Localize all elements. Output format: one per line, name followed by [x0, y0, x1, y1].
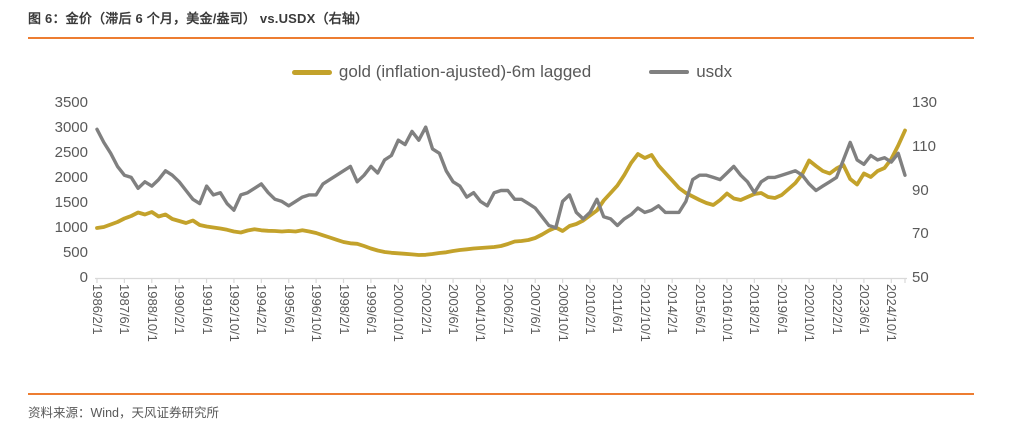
- x-axis-label: 2002/2/1: [418, 284, 434, 335]
- x-axis-label: 1987/6/1: [117, 284, 133, 335]
- y-axis-label-right: 50: [912, 269, 929, 286]
- usdx-series-line: [95, 125, 907, 230]
- legend-item-usdx: usdx: [649, 61, 732, 83]
- y-axis-label-left: 500: [62, 244, 88, 261]
- x-axis-label: 2024/10/1: [884, 284, 900, 342]
- x-axis-label: 1995/6/1: [281, 284, 297, 335]
- x-axis-label: 1999/6/1: [363, 284, 379, 335]
- x-axis-label: 1996/10/1: [309, 284, 325, 342]
- y-axis-label-right: 70: [912, 225, 929, 243]
- footer-divider: [28, 393, 974, 395]
- x-axis-label: 2010/2/1: [583, 284, 599, 335]
- y-axis-label-right: 130: [912, 94, 938, 111]
- x-axis-label: 1994/2/1: [254, 284, 270, 335]
- chart-legend: gold (inflation-ajusted)-6m lagged usdx: [0, 61, 1024, 83]
- x-axis-label: 2008/10/1: [555, 284, 571, 342]
- y-axis-label-left: 3000: [54, 119, 88, 136]
- x-axis-label: 2016/10/1: [719, 284, 735, 342]
- x-axis-label: 2003/6/1: [446, 284, 462, 335]
- y-axis-label-left: 3500: [54, 94, 88, 111]
- usdx-line-swatch-icon: [649, 70, 690, 74]
- x-axis-label: 2020/10/1: [802, 284, 818, 342]
- legend-label-usdx: usdx: [696, 62, 733, 81]
- x-axis-label: 2018/2/1: [747, 284, 763, 335]
- x-axis-label: 2000/10/1: [391, 284, 407, 342]
- x-axis-label: 2012/10/1: [637, 284, 653, 342]
- gold-series-line: [95, 128, 907, 257]
- legend-label-gold: gold (inflation-ajusted)-6m lagged: [338, 62, 592, 81]
- y-axis-label-right: 90: [912, 181, 929, 199]
- y-axis-label-left: 1500: [54, 194, 88, 211]
- x-axis-label: 2014/2/1: [665, 284, 681, 335]
- x-axis-label: 1992/10/1: [226, 284, 242, 342]
- x-axis-label: 1991/6/1: [199, 284, 215, 335]
- y-axis-label-left: 2500: [54, 144, 88, 161]
- figure-title: 图 6：金价（滞后 6 个月，美金/盎司） vs.USDX（右轴）: [28, 11, 369, 26]
- title-divider: [28, 37, 974, 39]
- x-axis-label: 2019/6/1: [774, 284, 790, 335]
- x-axis-label: 2006/2/1: [500, 284, 516, 335]
- x-axis-label: 2007/6/1: [528, 284, 544, 335]
- x-axis-label: 1986/2/1: [90, 284, 105, 335]
- x-axis-label: 1998/2/1: [336, 284, 352, 335]
- y-axis-label-left: 1000: [54, 219, 88, 236]
- legend-item-gold: gold (inflation-ajusted)-6m lagged: [291, 61, 592, 83]
- x-axis-label: 1988/10/1: [144, 284, 160, 342]
- y-axis-label-left: 0: [79, 269, 88, 286]
- y-axis-label-right: 110: [912, 137, 936, 155]
- gold-line-swatch-icon: [291, 69, 332, 75]
- x-axis-label: 2023/6/1: [856, 284, 872, 335]
- x-axis-label: 2022/2/1: [829, 284, 845, 335]
- x-axis-label: 2004/10/1: [473, 284, 489, 342]
- y-axis-label-left: 2000: [54, 169, 88, 186]
- x-axis-label: 2015/6/1: [692, 284, 708, 335]
- x-axis-label: 2011/6/1: [610, 284, 626, 334]
- x-axis-label: 1990/2/1: [172, 284, 188, 335]
- source-note: 资料来源：Wind，天风证券研究所: [28, 406, 219, 420]
